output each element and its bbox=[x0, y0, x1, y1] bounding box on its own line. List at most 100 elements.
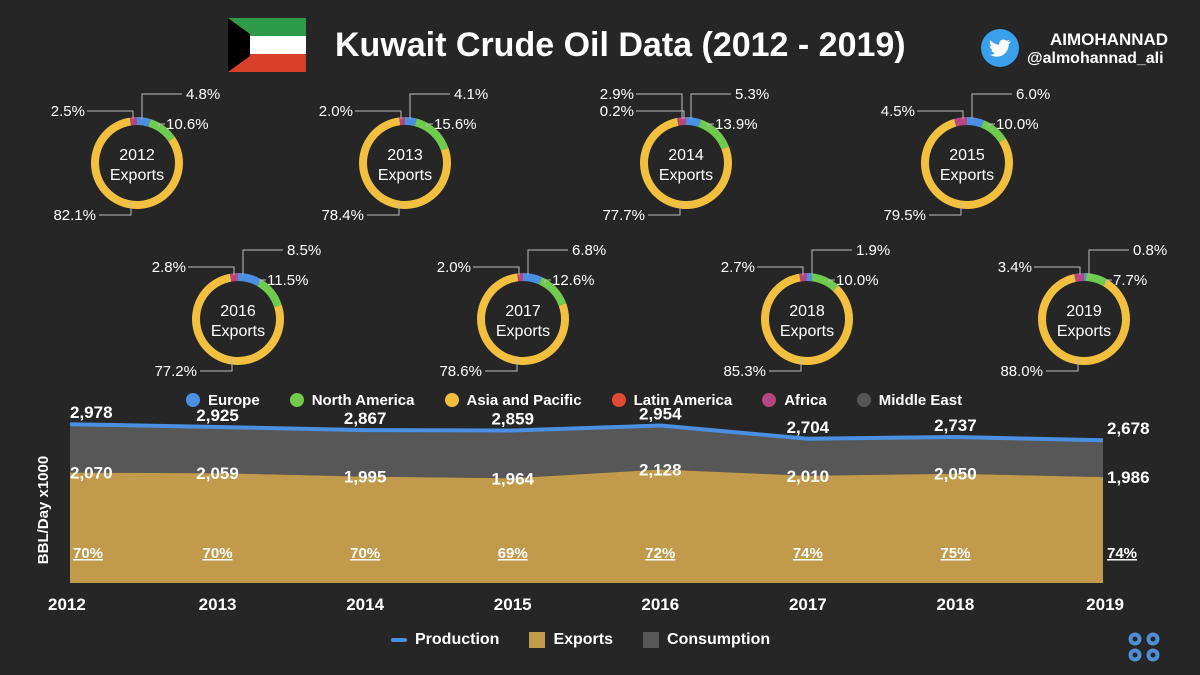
legend-latin-america-swatch bbox=[611, 393, 626, 407]
donut-2013-north-america-leader bbox=[426, 123, 433, 127]
donut-2017-year-label: 2017 bbox=[505, 303, 541, 320]
x-tick-2018: 2018 bbox=[937, 595, 975, 614]
legend-consumption-label: Consumption bbox=[667, 631, 771, 648]
donut-2015: 2015 Exports 6.0% 10.0% 79.5% 4.5% bbox=[881, 86, 1050, 224]
opec-logo-shapes bbox=[1128, 632, 1160, 662]
legend-production-label: Production bbox=[415, 631, 500, 648]
donut-2019-north-america-leader bbox=[1105, 279, 1112, 283]
donut-2019-north-america-value: 7.7% bbox=[1113, 272, 1147, 289]
donut-2013-year-label: 2013 bbox=[387, 147, 423, 164]
exports-label-2015: 1,964 bbox=[491, 469, 534, 488]
production-line bbox=[69, 422, 1104, 443]
donut-2013-title-label: Exports bbox=[378, 167, 432, 184]
author-handle: @almohannad_ali bbox=[1027, 50, 1164, 67]
area-legend: Production Exports Consumption bbox=[391, 629, 770, 651]
donut-2013-asia-pacific-value: 78.4% bbox=[321, 207, 364, 224]
donut-2015-asia-pacific-value: 79.5% bbox=[883, 207, 926, 224]
kuwait-flag-icon bbox=[228, 18, 306, 72]
donut-2017-africa-value: 2.0% bbox=[437, 259, 471, 276]
export-share-label-2015: 69% bbox=[498, 545, 528, 562]
donut-2014-slice-europe bbox=[685, 117, 702, 128]
donut-2014-year-label: 2014 bbox=[668, 147, 704, 164]
exports-label-2019: 1,986 bbox=[1107, 468, 1150, 487]
production-label-2019: 2,678 bbox=[1107, 419, 1150, 438]
exports-label-2018: 2,050 bbox=[934, 465, 977, 484]
export-share-label-2014: 70% bbox=[350, 545, 380, 562]
donut-2012-north-america-value: 10.6% bbox=[166, 116, 209, 133]
donut-2012-slice-europe bbox=[136, 117, 151, 127]
legend-asia-pacific: Asia and Pacific bbox=[444, 392, 582, 409]
donut-2017-title-label: Exports bbox=[496, 323, 550, 340]
donut-2017-north-america-value: 12.6% bbox=[552, 272, 595, 289]
legend-exports: Exports bbox=[529, 631, 613, 649]
page-title: Kuwait Crude Oil Data (2012 - 2019) bbox=[335, 26, 906, 64]
legend-production-swatch bbox=[391, 638, 407, 642]
export-share-label-2019: 74% bbox=[1107, 545, 1137, 562]
donut-2016-africa-value: 2.8% bbox=[152, 259, 186, 276]
donut-2015-slice-north-america bbox=[980, 120, 1006, 143]
x-tick-2017: 2017 bbox=[789, 595, 827, 614]
legend-africa-swatch bbox=[762, 393, 777, 407]
legend-north-america: North America bbox=[289, 392, 415, 409]
legend-europe: Europe bbox=[186, 392, 260, 409]
donut-2016-europe-value: 8.5% bbox=[287, 242, 321, 259]
production-label-2014: 2,867 bbox=[344, 409, 387, 428]
donut-2019-europe-leader bbox=[1088, 249, 1129, 275]
donut-2013: 2013 Exports 4.1% 15.6% 78.4% 2.0% bbox=[319, 86, 488, 224]
production-label-2018: 2,737 bbox=[934, 416, 977, 435]
donut-2014: 2014 Exports 5.3% 13.9% 77.7% 2.9%0.2% bbox=[600, 86, 769, 224]
donut-2019-africa-value: 3.4% bbox=[998, 259, 1032, 276]
donut-2018-africa-leader bbox=[757, 266, 804, 275]
donut-2014-asia-pacific-value: 77.7% bbox=[602, 207, 645, 224]
donut-2015-title-label: Exports bbox=[940, 167, 994, 184]
donut-2016-slice-asia-pacific bbox=[192, 273, 284, 365]
legend-production: Production bbox=[391, 631, 499, 649]
donut-2014-title-label: Exports bbox=[659, 167, 713, 184]
legend-consumption-swatch bbox=[643, 632, 660, 648]
donut-2016-north-america-leader bbox=[259, 279, 266, 283]
flag-black-trapezoid bbox=[228, 18, 250, 72]
donut-2016-africa-leader bbox=[188, 266, 235, 275]
donut-2017-north-america-leader bbox=[544, 279, 551, 283]
x-tick-2014: 2014 bbox=[346, 595, 384, 614]
x-tick-2012: 2012 bbox=[48, 595, 86, 614]
donut-2012-africa-value: 2.5% bbox=[51, 103, 85, 120]
donut-2012: 2012 Exports 4.8% 10.6% 82.1% 2.5% bbox=[51, 86, 220, 224]
legend-africa: Africa bbox=[762, 392, 827, 409]
legend-middle-east-label: Middle East bbox=[878, 391, 963, 409]
donut-2014-asia-pacific-leader bbox=[648, 202, 681, 216]
donut-2014-europe-leader bbox=[690, 93, 731, 119]
donut-2012-asia-pacific-leader bbox=[99, 202, 132, 216]
donut-2015-slice-africa bbox=[954, 117, 968, 127]
donut-2019-slice-asia-pacific bbox=[1038, 274, 1130, 365]
exports-label-2013: 2,059 bbox=[196, 464, 239, 483]
legend-consumption: Consumption bbox=[643, 631, 770, 649]
donut-2013-slice-europe bbox=[404, 116, 417, 127]
donut-2015-europe-leader bbox=[971, 93, 1012, 119]
donut-2019-year-label: 2019 bbox=[1066, 303, 1102, 320]
donut-2012-europe-value: 4.8% bbox=[186, 86, 220, 103]
donut-2018-title-label: Exports bbox=[780, 323, 834, 340]
legend-latin-america-label: Latin America bbox=[633, 391, 733, 409]
legend-europe-label: Europe bbox=[208, 391, 260, 409]
donut-2019-africa-leader bbox=[1034, 266, 1081, 275]
donut-2018-europe-value: 1.9% bbox=[856, 242, 890, 259]
exports-label-2012: 2,070 bbox=[70, 464, 113, 483]
donut-2015-asia-pacific-leader bbox=[929, 202, 962, 216]
donut-2015-europe-value: 6.0% bbox=[1016, 86, 1050, 103]
donut-2014-slice-north-america bbox=[698, 119, 729, 150]
donut-2016-europe-leader bbox=[242, 249, 283, 275]
donut-2017-slice-asia-pacific bbox=[477, 273, 569, 365]
donut-2014-slice-asia-pacific bbox=[640, 117, 732, 209]
donut-2019-title-label: Exports bbox=[1057, 323, 1111, 340]
donut-2015-north-america-leader bbox=[988, 123, 995, 127]
x-tick-2016: 2016 bbox=[641, 595, 679, 614]
donut-2013-africa-leader bbox=[355, 110, 402, 119]
donut-2017-europe-leader bbox=[527, 249, 568, 275]
legend-middle-east-swatch bbox=[856, 393, 871, 407]
donut-2014-latin-america-value: 0.2% bbox=[600, 103, 634, 120]
donut-2014-latin-america-leader bbox=[636, 110, 685, 119]
donut-2018-asia-pacific-value: 85.3% bbox=[723, 363, 766, 380]
donut-2016-slice-north-america bbox=[257, 279, 282, 308]
